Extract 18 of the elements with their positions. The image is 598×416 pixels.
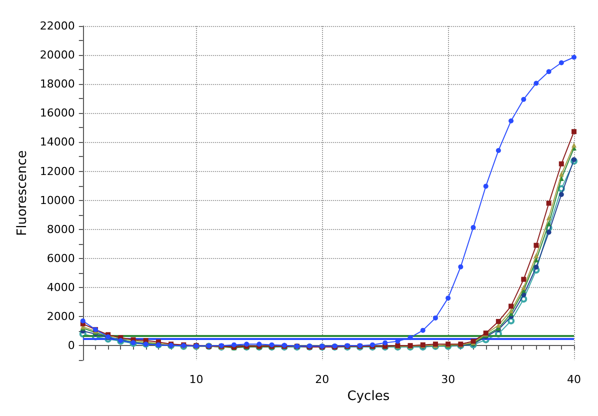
- y-tick-label: 8000: [46, 222, 75, 236]
- y-tick-label: 12000: [40, 164, 75, 178]
- x-tick-label: 10: [189, 373, 204, 386]
- x-axis-title: Cycles: [347, 389, 390, 404]
- x-tick-label: 40: [567, 373, 581, 386]
- y-tick-label: 10000: [40, 194, 75, 207]
- y-tick-label: 14000: [40, 136, 75, 149]
- y-tick-label: 4000: [46, 280, 75, 294]
- y-tick-label: 6000: [46, 252, 75, 265]
- y-tick-label: 20000: [40, 48, 75, 62]
- x-tick-label: 20: [315, 373, 330, 386]
- y-tick-label: 22000: [40, 20, 75, 32]
- y-tick-label: 2000: [46, 310, 75, 324]
- y-tick-label: 18000: [40, 78, 75, 91]
- y-tick-label: 0: [68, 339, 75, 352]
- y-tick-label: 16000: [40, 106, 75, 120]
- y-axis-title: Fluorescence: [15, 150, 30, 236]
- x-tick-label: 30: [441, 373, 456, 386]
